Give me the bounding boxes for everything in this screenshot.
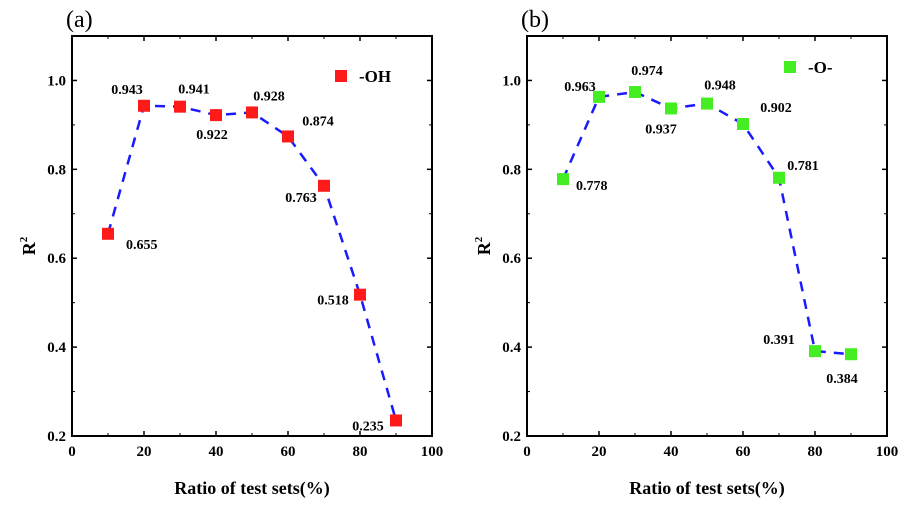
data-label: 0.778	[576, 179, 608, 194]
x-tick-label: 0	[68, 444, 76, 460]
data-label: 0.781	[787, 159, 819, 174]
data-label: 0.928	[253, 89, 285, 104]
legend-marker	[335, 70, 347, 82]
legend-label: -O-	[808, 58, 833, 77]
data-label: 0.763	[285, 191, 317, 206]
x-tick-label: 40	[664, 444, 679, 460]
y-tick-label: 0.2	[47, 429, 66, 445]
data-label: 0.384	[826, 372, 858, 387]
data-label: 0.922	[196, 128, 228, 143]
x-tick-label: 60	[736, 444, 751, 460]
x-tick-label: 60	[281, 444, 296, 460]
panel-label: (b)	[521, 7, 549, 33]
x-tick-label: 100	[876, 444, 899, 460]
data-point	[557, 173, 569, 186]
x-axis-label: Ratio of test sets(%)	[174, 478, 329, 499]
y-tick-label: 0.6	[502, 251, 521, 267]
y-tick-label: 1.0	[47, 73, 66, 89]
x-tick-label: 80	[808, 444, 823, 460]
data-label: 0.941	[178, 83, 210, 98]
x-tick-label: 0	[523, 444, 531, 460]
x-tick-label: 80	[353, 444, 368, 460]
data-label: 0.963	[564, 80, 596, 95]
y-axis-label-base: R	[19, 241, 39, 255]
y-tick-label: 0.6	[47, 251, 66, 267]
data-point	[629, 86, 641, 98]
data-label: 0.974	[631, 64, 663, 79]
data-point	[282, 130, 294, 143]
data-point	[318, 179, 330, 192]
series-line	[561, 90, 852, 356]
x-tick-label: 20	[592, 444, 607, 460]
data-point	[665, 102, 677, 115]
legend-marker	[784, 61, 796, 73]
data-label: 0.235	[352, 419, 384, 434]
y-tick-label: 1.0	[502, 73, 521, 89]
data-point	[773, 171, 785, 184]
panel-a: 0 20 40 60 80 100 0.2 0.4 0.6 0.8 1.0 Ratio of test…	[18, 7, 443, 499]
data-point	[845, 348, 857, 361]
data-label: 0.874	[302, 114, 334, 129]
data-label: 0.902	[760, 101, 792, 116]
data-point	[246, 106, 258, 119]
y-tick-label: 0.4	[502, 340, 521, 356]
data-point	[390, 414, 402, 427]
y-tick-label: 0.2	[502, 429, 521, 445]
data-point	[737, 118, 749, 130]
data-point	[174, 100, 186, 113]
data-point	[354, 288, 366, 301]
data-point	[138, 99, 150, 112]
y-tick-label: 0.4	[47, 340, 66, 356]
y-axis-label: R2	[18, 236, 39, 255]
y-tick-label: 0.8	[47, 162, 66, 178]
y-axis-label-superscript: 2	[18, 236, 30, 242]
data-point	[102, 227, 114, 240]
data-point	[210, 109, 222, 122]
data-label: 0.948	[704, 79, 736, 94]
y-axis-label: R2	[473, 236, 494, 255]
y-axis-label-base: R	[474, 241, 494, 255]
panel-label: (a)	[66, 7, 93, 33]
x-tick-label: 20	[137, 444, 152, 460]
x-tick-label: 100	[421, 444, 444, 460]
y-tick-label: 0.8	[502, 162, 521, 178]
data-label: 0.518	[317, 294, 349, 309]
x-axis-label: Ratio of test sets(%)	[629, 478, 784, 499]
data-point	[593, 90, 605, 103]
legend-label: -OH	[359, 67, 391, 86]
data-label: 0.937	[645, 122, 677, 137]
data-point	[809, 345, 821, 358]
panel-b: 0 20 40 60 80 100 0.2 0.4 0.6 0.8 1.0 Ratio of test…	[473, 7, 898, 499]
data-label: 0.943	[111, 83, 143, 98]
data-point	[701, 97, 713, 110]
data-label: 0.655	[126, 238, 158, 253]
y-axis-label-superscript: 2	[473, 236, 485, 242]
data-label: 0.391	[763, 333, 795, 348]
x-tick-label: 40	[209, 444, 224, 460]
series-line	[106, 104, 398, 421]
